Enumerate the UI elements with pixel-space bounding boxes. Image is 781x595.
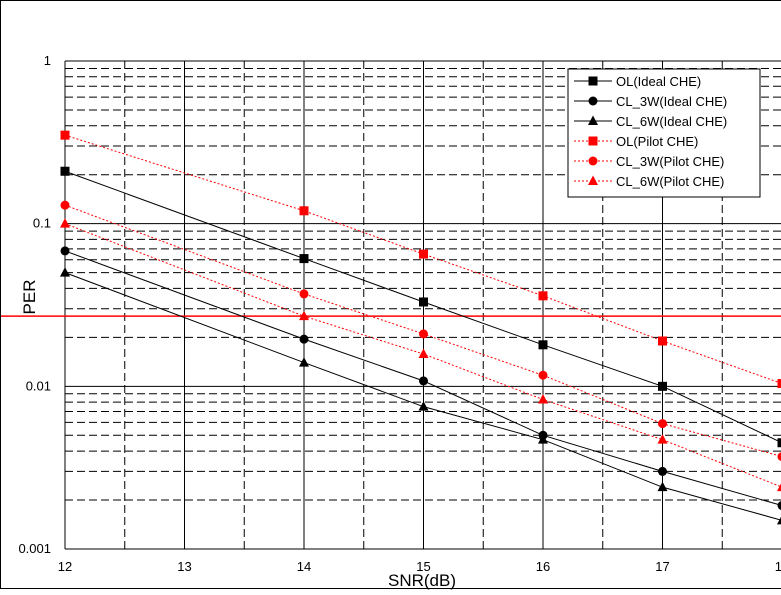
data-point [778, 501, 781, 510]
legend-marker [589, 157, 598, 166]
legend-label: CL_6W(Pilot CHE) [616, 174, 724, 189]
legend-label: OL(Pilot CHE) [616, 134, 698, 149]
legend-marker [589, 77, 598, 86]
data-point [419, 329, 428, 338]
data-point [419, 250, 428, 259]
data-point [658, 482, 668, 492]
data-point [419, 297, 428, 306]
data-point [778, 379, 781, 388]
data-point [658, 467, 667, 476]
legend-label: CL_3W(Ideal CHE) [616, 94, 727, 109]
data-point [300, 289, 309, 298]
data-point [658, 336, 667, 345]
data-point [60, 218, 70, 228]
data-point [419, 376, 428, 385]
legend-label: OL(Ideal CHE) [616, 74, 701, 89]
data-point [300, 206, 309, 215]
series-1 [61, 246, 781, 510]
x-tick-label: 12 [58, 559, 72, 574]
y-axis-label: PER [20, 280, 39, 315]
data-point [419, 349, 429, 359]
legend-label: CL_6W(Ideal CHE) [616, 114, 727, 129]
y-tick-label: 0.1 [33, 216, 51, 231]
data-point [61, 201, 70, 210]
legend-label: CL_3W(Pilot CHE) [616, 154, 724, 169]
data-point [61, 131, 70, 140]
x-tick-label: 17 [655, 559, 669, 574]
data-point [299, 357, 309, 367]
data-point [658, 382, 667, 391]
data-point [61, 167, 70, 176]
data-point [300, 335, 309, 344]
data-point [60, 267, 70, 277]
data-point [658, 419, 667, 428]
y-tick-label: 1 [44, 53, 51, 68]
data-point [778, 452, 781, 461]
legend-marker [589, 97, 598, 106]
data-point [300, 254, 309, 263]
x-tick-label: 14 [297, 559, 311, 574]
data-point [539, 291, 548, 300]
x-tick-label: 18 [775, 559, 781, 574]
y-tick-label: 0.01 [26, 378, 51, 393]
series-5 [60, 218, 781, 491]
x-tick-label: 13 [177, 559, 191, 574]
x-tick-label: 16 [536, 559, 550, 574]
y-tick-label: 0.001 [18, 541, 51, 556]
legend-marker [589, 137, 598, 146]
data-point [61, 246, 70, 255]
data-point [778, 438, 781, 447]
data-point [538, 394, 548, 404]
data-point [539, 340, 548, 349]
x-axis-label: SNR(dB) [388, 571, 456, 590]
data-point [539, 371, 548, 380]
legend: OL(Ideal CHE) CL_3W(Ideal CHE) CL_6W(Ideal… [568, 69, 760, 197]
